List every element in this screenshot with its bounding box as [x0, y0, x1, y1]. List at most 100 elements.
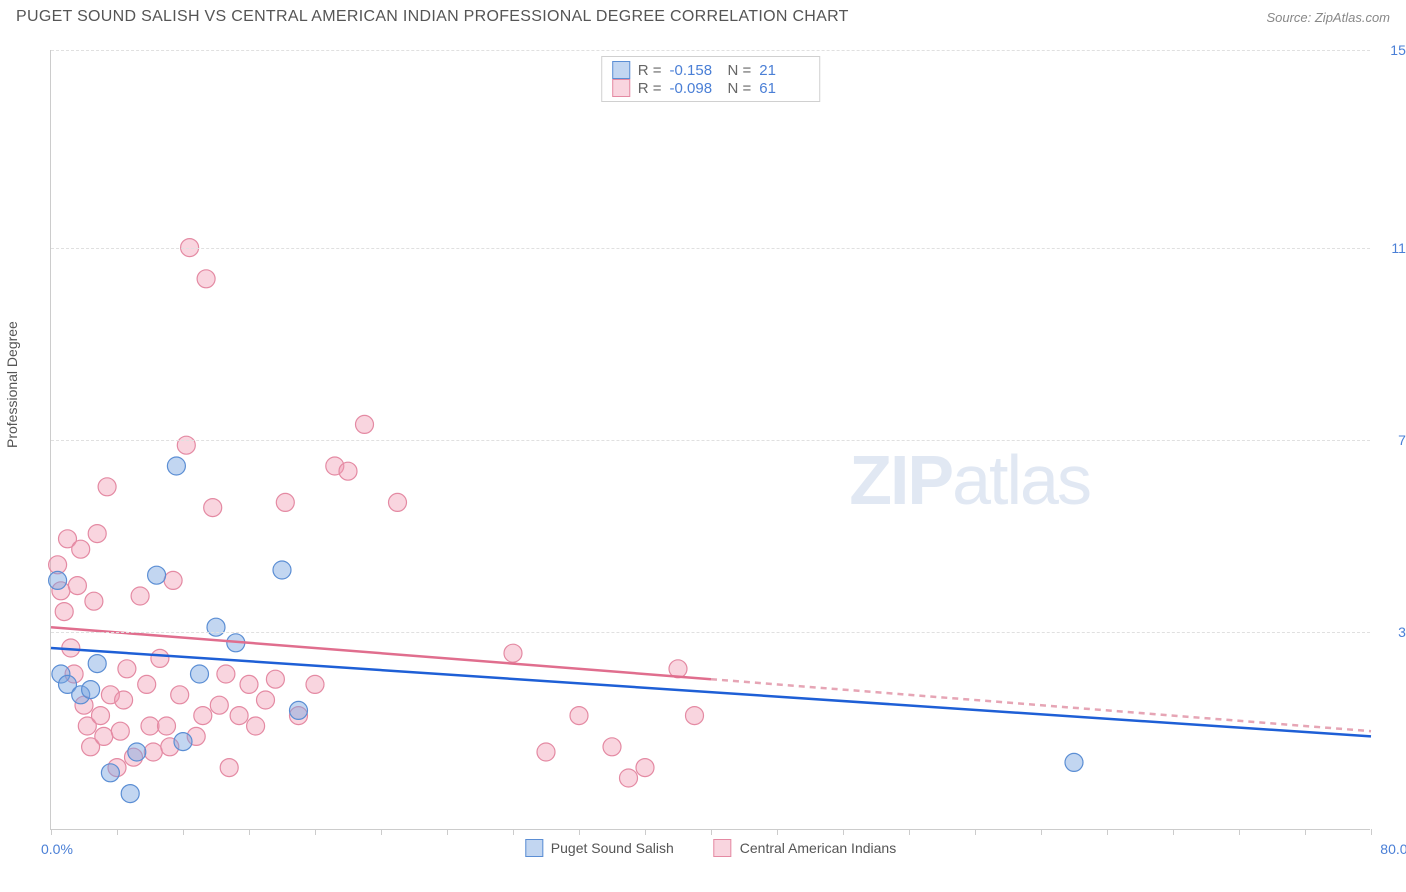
data-point — [570, 707, 588, 725]
legend-swatch-series2 — [714, 839, 732, 857]
swatch-series1 — [612, 61, 630, 79]
data-point — [273, 561, 291, 579]
r-label-2: R = — [638, 80, 662, 97]
data-point — [115, 691, 133, 709]
legend-item-series1: Puget Sound Salish — [525, 839, 674, 857]
data-point — [537, 743, 555, 761]
data-point — [68, 577, 86, 595]
data-point — [191, 665, 209, 683]
data-point — [138, 675, 156, 693]
data-point — [101, 764, 119, 782]
r-value-1: -0.158 — [670, 62, 720, 79]
chart-title: PUGET SOUND SALISH VS CENTRAL AMERICAN I… — [16, 8, 849, 26]
x-tick — [909, 829, 910, 835]
source-label: Source: ZipAtlas.com — [1266, 10, 1390, 25]
data-point — [88, 655, 106, 673]
title-bar: PUGET SOUND SALISH VS CENTRAL AMERICAN I… — [0, 0, 1406, 30]
x-tick — [975, 829, 976, 835]
grid-line — [51, 50, 1370, 51]
n-label-1: N = — [728, 62, 752, 79]
data-point — [88, 525, 106, 543]
n-label-2: N = — [728, 80, 752, 97]
data-point — [92, 707, 110, 725]
data-point — [174, 733, 192, 751]
data-point — [217, 665, 235, 683]
grid-line — [51, 248, 1370, 249]
data-point — [167, 457, 185, 475]
x-tick — [579, 829, 580, 835]
data-point — [290, 701, 308, 719]
data-point — [1065, 753, 1083, 771]
data-point — [164, 571, 182, 589]
data-point — [257, 691, 275, 709]
trend-line — [51, 627, 711, 679]
r-label-1: R = — [638, 62, 662, 79]
data-point — [356, 415, 374, 433]
data-point — [194, 707, 212, 725]
data-point — [603, 738, 621, 756]
x-tick — [513, 829, 514, 835]
r-value-2: -0.098 — [670, 80, 720, 97]
x-tick — [1107, 829, 1108, 835]
data-point — [240, 675, 258, 693]
data-point — [72, 540, 90, 558]
data-point — [220, 759, 238, 777]
data-point — [98, 478, 116, 496]
y-tick-label: 15.0% — [1390, 42, 1406, 58]
data-point — [247, 717, 265, 735]
data-point — [131, 587, 149, 605]
data-point — [636, 759, 654, 777]
legend-swatch-series1 — [525, 839, 543, 857]
x-tick — [843, 829, 844, 835]
data-point — [207, 618, 225, 636]
stats-row-series1: R = -0.158 N = 21 — [612, 61, 810, 79]
correlation-stats-box: R = -0.158 N = 21 R = -0.098 N = 61 — [601, 56, 821, 102]
data-point — [177, 436, 195, 454]
data-point — [121, 785, 139, 803]
data-point — [151, 649, 169, 667]
x-max-label: 80.0% — [1380, 841, 1406, 857]
data-point — [276, 493, 294, 511]
swatch-series2 — [612, 79, 630, 97]
x-origin-label: 0.0% — [41, 841, 73, 857]
n-value-1: 21 — [759, 62, 809, 79]
data-point — [210, 696, 228, 714]
data-point — [111, 722, 129, 740]
data-point — [95, 727, 113, 745]
grid-line — [51, 440, 1370, 441]
x-tick — [447, 829, 448, 835]
x-tick — [711, 829, 712, 835]
data-point — [85, 592, 103, 610]
bottom-legend: Puget Sound Salish Central American Indi… — [525, 839, 896, 857]
data-point — [204, 499, 222, 517]
trend-line — [711, 679, 1371, 731]
n-value-2: 61 — [759, 80, 809, 97]
data-point — [158, 717, 176, 735]
y-tick-label: 11.2% — [1391, 240, 1406, 256]
x-tick — [249, 829, 250, 835]
data-point — [144, 743, 162, 761]
data-point — [197, 270, 215, 288]
x-tick — [51, 829, 52, 835]
chart-plot-area: ZIPatlas R = -0.158 N = 21 R = -0.098 N … — [50, 50, 1370, 830]
x-tick — [777, 829, 778, 835]
data-point — [128, 743, 146, 761]
data-point — [504, 644, 522, 662]
y-axis-label: Professional Degree — [4, 321, 20, 448]
data-point — [266, 670, 284, 688]
x-tick — [117, 829, 118, 835]
data-point — [389, 493, 407, 511]
grid-line — [51, 632, 1370, 633]
x-tick — [315, 829, 316, 835]
data-point — [148, 566, 166, 584]
x-tick — [645, 829, 646, 835]
data-point — [141, 717, 159, 735]
legend-item-series2: Central American Indians — [714, 839, 896, 857]
x-tick — [1371, 829, 1372, 835]
x-tick — [1239, 829, 1240, 835]
y-tick-label: 3.8% — [1398, 624, 1406, 640]
stats-row-series2: R = -0.098 N = 61 — [612, 79, 810, 97]
data-point — [171, 686, 189, 704]
x-tick — [1173, 829, 1174, 835]
data-point — [230, 707, 248, 725]
